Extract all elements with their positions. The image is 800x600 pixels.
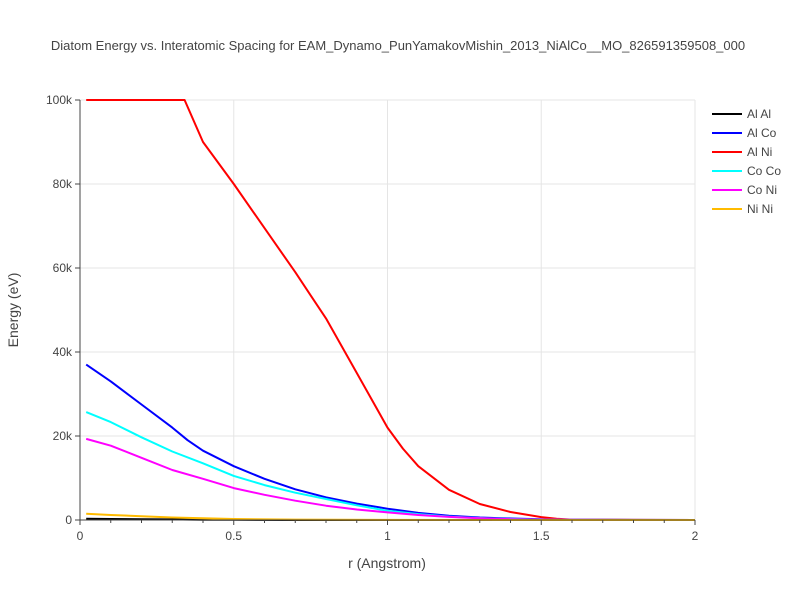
chart-title: Diatom Energy vs. Interatomic Spacing fo… xyxy=(51,38,745,53)
axes-layer: 0 0.5 1 1.5 2 0 20k 40k 60k 80k 100k xyxy=(46,93,699,543)
legend-label: Al Al xyxy=(747,107,771,121)
series-line-co-co xyxy=(85,411,695,521)
legend-label: Co Co xyxy=(747,164,781,178)
x-axis-title: r (Angstrom) xyxy=(348,555,426,571)
x-tick-label: 0.5 xyxy=(225,529,242,543)
legend-label: Al Co xyxy=(747,126,777,140)
series-line-co-ni xyxy=(85,437,695,521)
grid-layer xyxy=(80,99,696,520)
plot-area xyxy=(85,99,696,521)
series-line-al-co xyxy=(85,363,696,521)
legend-label: Ni Ni xyxy=(747,202,773,216)
y-tick-label: 0 xyxy=(65,513,72,527)
y-tick-label: 20k xyxy=(53,429,73,443)
legend-label: Co Ni xyxy=(747,183,777,197)
x-tick-label: 0 xyxy=(77,529,84,543)
x-tick-label: 2 xyxy=(692,529,699,543)
y-tick-label: 80k xyxy=(53,177,73,191)
y-tick-label: 40k xyxy=(53,345,73,359)
y-tick-label: 100k xyxy=(46,93,73,107)
y-axis-title: Energy (eV) xyxy=(5,273,21,348)
x-tick-label: 1.5 xyxy=(533,529,550,543)
y-tick-label: 60k xyxy=(53,261,73,275)
legend: Al Al Al Co Al Ni Co Co Co Ni Ni Ni xyxy=(712,107,781,216)
series-line-al-ni xyxy=(86,99,696,521)
x-tick-label: 1 xyxy=(384,529,391,543)
legend-label: Al Ni xyxy=(747,145,772,159)
